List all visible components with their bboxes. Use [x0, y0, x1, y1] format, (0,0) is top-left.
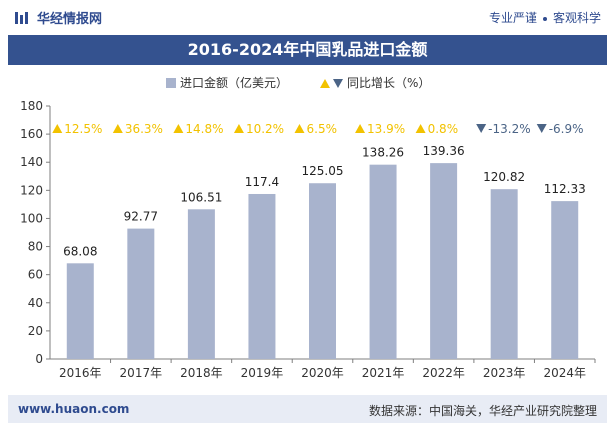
bar[interactable]	[309, 183, 336, 359]
growth-up-triangle-icon	[355, 124, 366, 133]
x-tick-label: 2017年	[120, 366, 163, 380]
growth-label: 14.8%	[185, 122, 223, 136]
x-tick-label: 2024年	[543, 366, 586, 380]
bar-value-label: 117.4	[245, 175, 279, 189]
growth-label: -6.9%	[549, 122, 584, 136]
chart-title: 2016-2024年中国乳品进口金额	[187, 40, 428, 59]
bar-value-label: 138.26	[362, 146, 404, 160]
legend-bar-swatch	[166, 78, 176, 88]
growth-up-triangle-icon	[233, 124, 244, 133]
x-tick-label: 2018年	[180, 366, 223, 380]
growth-up-triangle-icon	[415, 124, 426, 133]
legend-up-triangle-icon	[320, 79, 330, 88]
bar-value-label: 139.36	[423, 144, 465, 158]
y-tick-label: 60	[28, 268, 43, 282]
slogan: 专业严谨 客观科学	[489, 9, 601, 26]
bar-value-label: 106.51	[180, 190, 222, 204]
y-tick-label: 160	[20, 127, 43, 141]
growth-up-triangle-icon	[294, 124, 305, 133]
growth-up-triangle-icon	[52, 124, 63, 133]
x-tick-label: 2023年	[483, 366, 526, 380]
bar[interactable]	[66, 263, 94, 359]
bar-value-label: 120.82	[483, 170, 525, 184]
y-tick-label: 0	[35, 352, 43, 366]
bar[interactable]	[248, 193, 276, 359]
bar[interactable]	[127, 228, 155, 359]
bar[interactable]	[430, 163, 458, 359]
growth-label: -13.2%	[488, 122, 530, 136]
x-tick-label: 2020年	[301, 366, 344, 380]
footer: www.huaon.com 数据来源：中国海关，华经产业研究院整理	[8, 395, 607, 423]
growth-label: 6.5%	[307, 122, 338, 136]
growth-label: 13.9%	[367, 122, 405, 136]
bar[interactable]	[551, 201, 579, 359]
growth-up-triangle-icon	[173, 124, 184, 133]
growth-label: 0.8%	[428, 122, 459, 136]
y-tick-label: 80	[28, 240, 43, 254]
bar-value-label: 68.08	[63, 244, 97, 258]
growth-up-triangle-icon	[112, 124, 123, 133]
legend-bar-label: 进口金额（亿美元）	[180, 75, 288, 90]
growth-label: 12.5%	[64, 122, 102, 136]
brand-name: 华经情报网	[37, 12, 103, 27]
footer-source: 数据来源：中国海关，华经产业研究院整理	[368, 404, 597, 418]
bar-value-label: 92.77	[124, 210, 158, 224]
x-tick-label: 2019年	[241, 366, 284, 380]
y-tick-label: 140	[20, 155, 43, 169]
x-tick-label: 2021年	[362, 366, 405, 380]
legend-growth-label: 同比增长（%）	[347, 76, 430, 90]
growth-down-triangle-icon	[476, 124, 487, 133]
top-bar: 华经情报网 专业严谨 客观科学	[0, 0, 615, 34]
bar-chart: 进口金额（亿美元） 同比增长（%） 0 20 40 60 80 100 120 140 160 180…	[20, 75, 596, 380]
growth-label: 10.2%	[246, 122, 284, 136]
legend-down-triangle-icon	[333, 79, 343, 88]
x-tick-label: 2022年	[422, 366, 465, 380]
growth-down-triangle-icon	[536, 124, 547, 133]
bar[interactable]	[187, 209, 215, 359]
footer-url[interactable]: www.huaon.com	[18, 402, 130, 416]
y-tick-label: 120	[20, 183, 43, 197]
bar-value-label: 112.33	[544, 182, 586, 196]
slogan-dot-icon	[542, 16, 547, 21]
bar-value-label: 125.05	[302, 164, 344, 178]
slogan-right: 客观科学	[552, 11, 601, 25]
growth-label: 36.3%	[125, 122, 163, 136]
brand: 华经情报网	[14, 8, 102, 27]
bar[interactable]	[369, 164, 397, 359]
slogan-left: 专业严谨	[488, 11, 537, 25]
y-tick-label: 180	[20, 99, 43, 113]
brand-logo-icon	[15, 11, 28, 24]
y-tick-label: 100	[20, 211, 43, 225]
bar[interactable]	[490, 189, 518, 359]
y-tick-label: 40	[28, 296, 43, 310]
y-tick-label: 20	[28, 324, 43, 338]
x-tick-label: 2016年	[59, 366, 102, 380]
title-bar: 2016-2024年中国乳品进口金额	[8, 35, 607, 65]
